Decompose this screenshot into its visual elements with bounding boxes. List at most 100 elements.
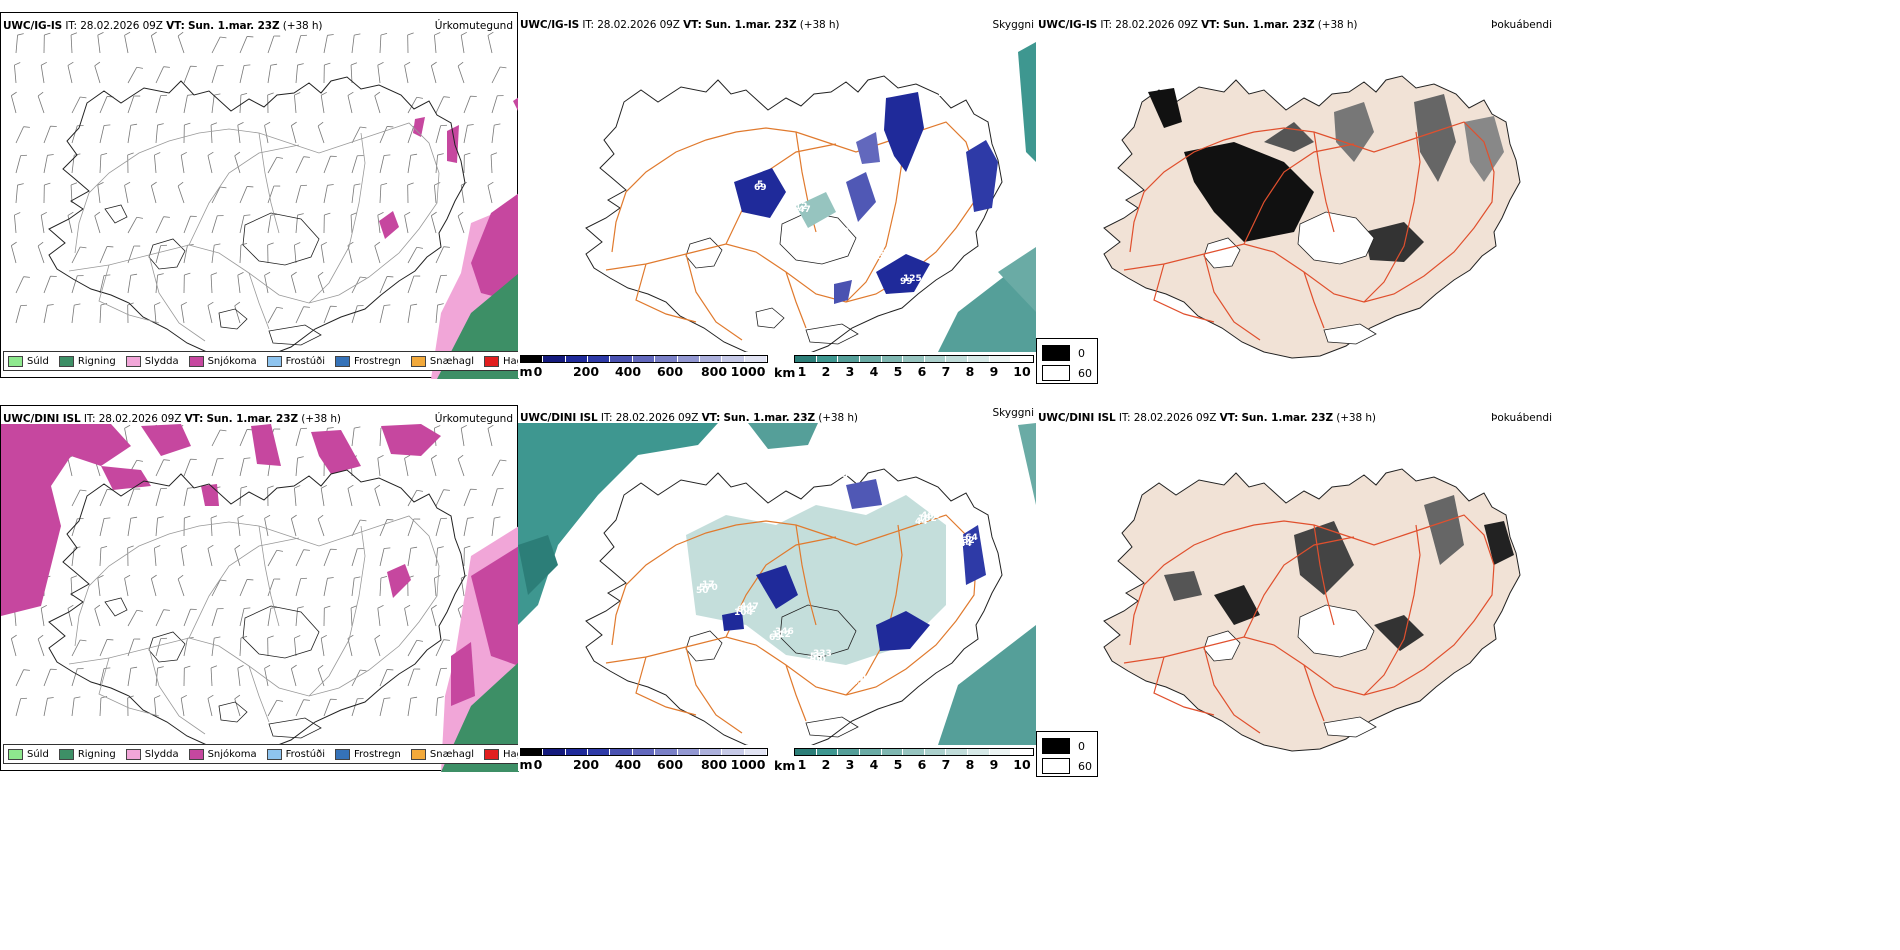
visibility-value-label: 112 [772,630,791,640]
colorbar-tick: 5 [893,757,903,772]
visibility-value-label: 12 [795,202,808,212]
legend-item-snæhagl: Snæhagl [410,748,474,760]
visibility-value-label: 69 [769,633,782,643]
panel-title: Skyggni [992,407,1035,419]
height-colorbar: m 0 200 400 600 800 1000 [519,748,768,772]
visibility-value-label: 12 [883,489,896,499]
visibility-colorbar: 1 2 3 4 5 6 7 8 9 10 km [774,748,1034,773]
colorbar-tick: 0 [533,364,543,379]
visibility-value-label: 325 [667,555,686,565]
colorbar-tick: 7 [941,364,951,379]
legend-label: Snæhagl [429,355,475,367]
fog-legend: 0 60 [1036,338,1098,384]
legend-swatch [125,748,141,760]
visibility-value-label: 204 [938,89,957,99]
legend-swatch [8,355,23,367]
visibility-value-label: 44 [915,517,928,527]
legend-label: Rigning [77,355,116,367]
colorbar-tick: 7 [941,757,951,772]
visibility-value-label: 152 [918,514,937,524]
colorbar-tick: 9 [989,757,999,772]
visibility-value-label: 17 [702,580,715,590]
visibility-value-label: 164 [959,533,978,543]
legend-item-snjókoma: Snjókoma [188,355,257,367]
legend-item-rigning: Rigning [58,355,116,367]
legend-label: Frostúði [285,355,325,367]
legend-swatch [410,355,426,367]
panel-header: UWC/IG-IS IT: 28.02.2026 09Z VT: Sun. 1.… [520,19,840,31]
fog-index-map [1103,468,1521,752]
visibility-map: 325 447 333 228 164 17 346 194 468 58 602 55 12 832 57… [518,423,1036,745]
visibility-value-label: 150 [830,227,849,237]
colorbar-tick: 3 [845,364,855,379]
colorbar-tick: 6 [917,364,927,379]
precip-legend: Súld Rigning Slydda Snjókoma Frostúði Frostre… [3,744,548,764]
legend-label: Snjókoma [207,355,257,367]
legend-swatch [484,355,500,367]
legend-item-rigning: Rigning [58,748,116,760]
colorbar-tick: 200 [572,757,600,772]
legend-label: Frostregn [354,355,401,367]
visibility-value-label: 7 [862,255,868,265]
fog-index-panel-row1: UWC/IG-IS IT: 28.02.2026 09Z VT: Sun. 1.… [1036,12,1552,384]
visibility-value-label: 35 [842,470,855,480]
legend-swatch [58,355,74,367]
legend-item-slydda: Slydda [125,355,179,367]
visibility-value-label: 161 [684,133,703,143]
legend-item-súld: Súld [8,355,49,367]
wind-barbs [10,31,507,327]
visibility-value-label: 194 [848,674,867,684]
legend-swatch [188,355,204,367]
visibility-value-label: 228 [886,486,905,496]
height-unit: m [519,364,533,379]
legend-swatch [266,355,282,367]
panel-title: Úrkomutegund [434,413,513,425]
visibility-value-label: 69 [754,183,767,193]
fog-index-panel-row2: UWC/DINI ISL IT: 28.02.2026 09Z VT: Sun.… [1036,405,1552,777]
panel-header: UWC/DINI ISL IT: 28.02.2026 09Z VT: Sun.… [520,412,858,424]
panel-title: Skyggni [992,19,1035,31]
visibility-value-label: 98 [722,155,735,165]
visibility-value-label: 105 [865,252,884,262]
colorbar-tick: 200 [572,364,600,379]
legend-label: Súld [27,355,49,367]
colorbar-tick: 10 [1013,364,1031,379]
visibility-value-label: 832 [956,536,975,546]
panel-header: UWC/IG-IS IT: 28.02.2026 09Z VT: Sun. 1.… [1038,19,1358,31]
visibility-unit: km [774,365,796,380]
precip-type-panel-row2: UWC/DINI ISL IT: 28.02.2026 09Z VT: Sun.… [0,405,548,772]
precip-legend: Súld Rigning Slydda Snjókoma Frostúði Frostre… [3,351,548,371]
colorbar-tick: 600 [656,757,684,772]
fog-legend-row: 60 [1042,365,1092,381]
colorbar-tick: 8 [965,757,975,772]
visibility-value-label: 447 [740,602,759,612]
visibility-value-label: 570 [699,583,718,593]
colorbar-tick: 1000 [730,364,766,379]
visibility-value-label: 34 [643,114,656,124]
colorbar-tick: 4 [869,364,879,379]
visibility-value-label: 602 [737,605,756,615]
panel-title: Þokuábendi [1491,412,1552,424]
legend-item-frostregn: Frostregn [335,748,401,760]
visibility-value-label: 200 [807,655,826,665]
legend-item-snjókoma: Snjókoma [188,748,257,760]
legend-item-súld: Súld [8,748,49,760]
visibility-value-label: 90 [827,230,840,240]
visibility-value-label: 333 [813,649,832,659]
colorbar-tick: 1 [797,364,807,379]
colorbar-tick: 1000 [730,757,766,772]
legend-item-slydda: Slydda [125,748,179,760]
legend-swatch [58,748,74,760]
colorbar-tick: 2 [821,364,831,379]
colorbar-tick: 9 [989,364,999,379]
visibility-value-label: 50 [696,586,709,596]
visibility-value-label: 346 [775,627,794,637]
visibility-value-label: 19 [681,136,694,146]
visibility-colorbar: 1 2 3 4 5 6 7 8 9 10 km [774,355,1034,380]
visibility-value-label: 2 [789,208,795,218]
legend-label: Frostúði [285,748,325,760]
visibility-labels: 50 98 12 109 10 161 5 150 125 14 18 147 105 204 19 69 90… [643,86,957,287]
fog-legend-row: 60 [1042,758,1092,774]
visibility-value-label: 109 [868,249,887,259]
colorbar-tick: 400 [614,757,642,772]
